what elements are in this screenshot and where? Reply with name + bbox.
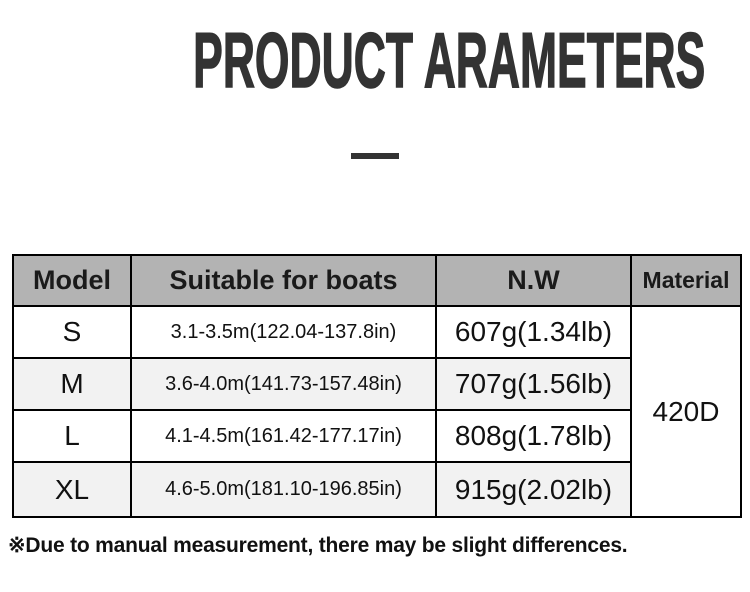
boats-range-value: 4.1-4.5m(161.42-177.17in) xyxy=(130,409,437,463)
table-row-xl: XL 4.6-5.0m(181.10-196.85in) 915g(2.02lb… xyxy=(12,461,741,518)
boats-range-value: 3.6-4.0m(141.73-157.48in) xyxy=(130,357,437,411)
table-row-m: M 3.6-4.0m(141.73-157.48in) 707g(1.56lb) xyxy=(12,357,741,411)
model-value: L xyxy=(12,409,132,463)
header-model: Model xyxy=(12,254,132,307)
header-suitable-for-boats: Suitable for boats xyxy=(130,254,437,307)
boats-range-value: 3.1-3.5m(122.04-137.8in) xyxy=(130,305,437,359)
measurement-disclaimer: ※Due to manual measurement, there may be… xyxy=(8,534,628,557)
header-net-weight: N.W xyxy=(435,254,632,307)
header-material: Material xyxy=(630,254,742,307)
page-title-wrap: PRODUCT ARAMETERS xyxy=(0,16,750,104)
model-value: M xyxy=(12,357,132,411)
title-underline-dash xyxy=(351,153,399,159)
model-value: XL xyxy=(12,461,132,518)
model-value: S xyxy=(12,305,132,359)
net-weight-value: 707g(1.56lb) xyxy=(435,357,632,411)
net-weight-value: 915g(2.02lb) xyxy=(435,461,632,518)
boats-range-value: 4.6-5.0m(181.10-196.85in) xyxy=(130,461,437,518)
net-weight-value: 607g(1.34lb) xyxy=(435,305,632,359)
product-parameters-table: Model Suitable for boats N.W Material S … xyxy=(12,254,742,518)
page-title: PRODUCT ARAMETERS xyxy=(193,16,706,104)
table-header-row: Model Suitable for boats N.W Material xyxy=(12,254,742,307)
net-weight-value: 808g(1.78lb) xyxy=(435,409,632,463)
material-value: 420D xyxy=(630,305,742,518)
table-row-l: L 4.1-4.5m(161.42-177.17in) 808g(1.78lb) xyxy=(12,409,741,463)
table-row-s: S 3.1-3.5m(122.04-137.8in) 607g(1.34lb) … xyxy=(12,305,742,518)
